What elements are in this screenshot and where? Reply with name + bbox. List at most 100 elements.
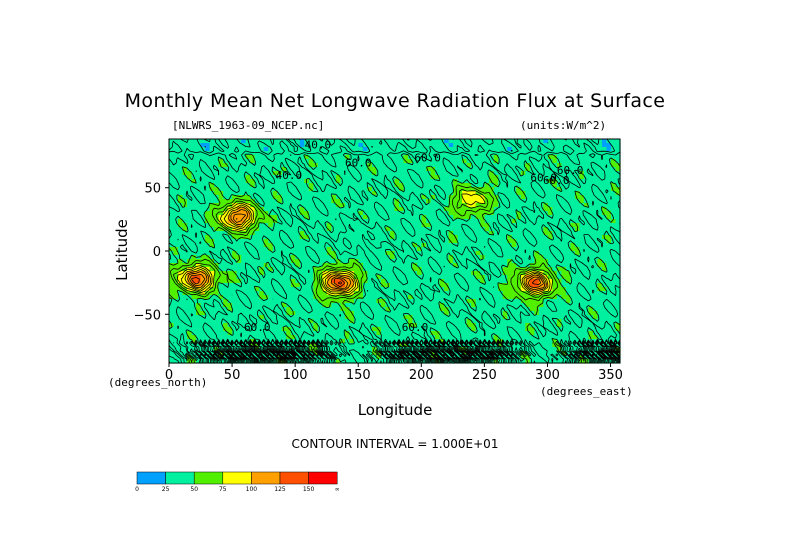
field-cell bbox=[588, 227, 594, 232]
field-cell bbox=[254, 255, 260, 260]
field-cell bbox=[453, 295, 459, 300]
field-cell bbox=[592, 303, 599, 308]
field-cell bbox=[353, 187, 360, 192]
field-cell bbox=[344, 295, 350, 300]
field-cell bbox=[552, 191, 558, 196]
field-cell bbox=[430, 335, 436, 340]
field-cell bbox=[182, 211, 188, 216]
field-cell bbox=[552, 195, 558, 200]
field-cell bbox=[480, 155, 486, 160]
field-cell bbox=[399, 263, 405, 268]
field-cell bbox=[601, 311, 608, 316]
field-cell bbox=[344, 191, 350, 196]
field-cell bbox=[295, 291, 301, 296]
field-cell bbox=[286, 203, 292, 208]
field-cell bbox=[484, 303, 490, 308]
field-cell bbox=[439, 219, 445, 224]
field-cell bbox=[403, 199, 409, 204]
field-cell bbox=[205, 331, 211, 336]
field-cell bbox=[417, 311, 423, 316]
field-cell bbox=[547, 323, 553, 328]
field-cell bbox=[268, 311, 274, 316]
field-cell bbox=[367, 335, 373, 340]
field-cell bbox=[426, 243, 432, 248]
field-cell bbox=[426, 235, 432, 240]
field-cell bbox=[502, 155, 508, 160]
field-cell bbox=[272, 171, 278, 176]
field-cell bbox=[371, 291, 378, 296]
field-cell bbox=[344, 223, 350, 228]
field-cell bbox=[380, 327, 387, 332]
field-cell bbox=[439, 295, 445, 300]
field-cell bbox=[254, 287, 260, 292]
field-cell bbox=[331, 271, 337, 276]
field-cell bbox=[205, 299, 211, 304]
field-cell bbox=[574, 267, 581, 272]
field-cell bbox=[466, 255, 472, 260]
field-cell bbox=[498, 263, 504, 268]
field-cell bbox=[534, 259, 540, 264]
field-cell bbox=[615, 211, 621, 216]
field-cell bbox=[209, 251, 215, 256]
field-cell bbox=[552, 275, 558, 280]
field-cell bbox=[430, 227, 436, 232]
field-cell bbox=[200, 219, 206, 224]
field-cell bbox=[498, 211, 504, 216]
field-cell bbox=[543, 299, 549, 304]
field-cell bbox=[421, 207, 427, 212]
field-cell bbox=[543, 319, 549, 324]
field-cell bbox=[561, 335, 567, 340]
field-cell bbox=[268, 191, 274, 196]
field-cell bbox=[340, 183, 346, 188]
field-cell bbox=[299, 303, 305, 308]
field-cell bbox=[245, 279, 251, 284]
field-cell bbox=[471, 243, 477, 248]
field-cell bbox=[588, 143, 594, 148]
field-cell bbox=[353, 143, 360, 148]
field-cell bbox=[317, 271, 323, 276]
field-cell bbox=[268, 231, 274, 236]
field-cell bbox=[182, 147, 188, 152]
field-cell bbox=[457, 259, 463, 264]
field-cell bbox=[169, 223, 175, 228]
field-cell bbox=[178, 299, 184, 304]
field-cell bbox=[295, 235, 301, 240]
field-cell bbox=[272, 191, 278, 196]
field-cell bbox=[371, 303, 378, 308]
field-cell bbox=[349, 323, 355, 328]
field-cell bbox=[389, 291, 396, 296]
field-cell bbox=[214, 171, 220, 176]
field-cell bbox=[480, 191, 486, 196]
field-cell bbox=[214, 231, 220, 236]
field-cell bbox=[421, 279, 427, 284]
field-cell bbox=[362, 155, 369, 160]
field-cell bbox=[367, 171, 373, 176]
field-cell bbox=[317, 267, 323, 272]
field-cell bbox=[313, 167, 319, 172]
field-cell bbox=[308, 163, 314, 168]
field-cell bbox=[200, 175, 206, 180]
field-cell bbox=[349, 195, 355, 200]
field-cell bbox=[263, 291, 269, 296]
field-cell bbox=[412, 143, 418, 148]
field-cell bbox=[173, 323, 179, 328]
field-cell bbox=[601, 239, 608, 244]
field-cell bbox=[236, 167, 242, 172]
field-cell bbox=[570, 151, 576, 156]
field-cell bbox=[344, 271, 350, 276]
field-cell bbox=[173, 199, 179, 204]
field-cell bbox=[209, 163, 215, 168]
field-cell bbox=[565, 191, 571, 196]
field-cell bbox=[335, 139, 341, 144]
field-cell bbox=[529, 303, 535, 308]
field-cell bbox=[317, 331, 323, 336]
field-cell bbox=[417, 291, 423, 296]
field-cell bbox=[466, 159, 472, 164]
field-cell bbox=[353, 251, 360, 256]
field-cell bbox=[223, 207, 229, 212]
field-cell bbox=[579, 263, 585, 268]
field-cell bbox=[430, 143, 436, 148]
field-cell bbox=[259, 239, 265, 244]
field-cell bbox=[435, 311, 441, 316]
field-cell bbox=[484, 315, 490, 320]
